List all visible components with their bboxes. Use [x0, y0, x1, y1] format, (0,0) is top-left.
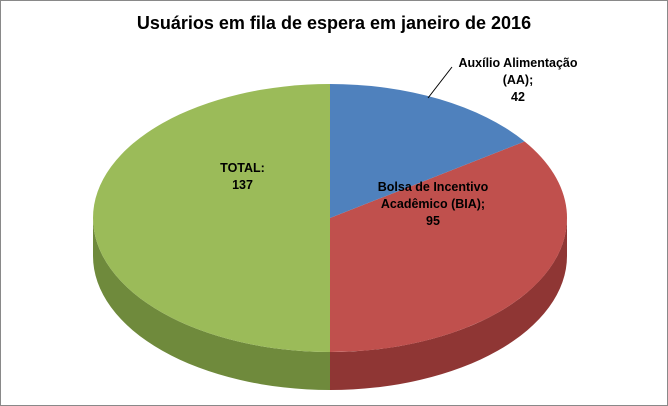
data-label-aa-name: Auxílio Alimentação	[458, 56, 578, 70]
data-label-bia-name-line1: Bolsa de Incentivo	[377, 180, 489, 194]
data-label-total-value: 137	[232, 178, 253, 192]
data-label-aa-abbr: (AA);	[502, 73, 534, 87]
data-label-aa: Auxílio Alimentação (AA); 42	[448, 55, 588, 106]
data-label-total-name: TOTAL:	[220, 161, 265, 175]
leader-line-aa	[427, 66, 453, 99]
data-label-bia-name-line2: Acadêmico (BIA);	[380, 197, 486, 211]
chart-title: Usuários em fila de espera em janeiro de…	[136, 13, 532, 33]
pie-slice-bia-red	[330, 141, 568, 352]
pie-slice-total-green	[93, 84, 330, 352]
data-label-bia: Bolsa de Incentivo Acadêmico (BIA); 95	[364, 179, 502, 230]
data-label-total: TOTAL: 137	[185, 160, 300, 194]
pie-slice-aa-blue	[330, 84, 525, 218]
data-label-aa-value: 42	[511, 90, 525, 104]
data-label-bia-value: 95	[426, 214, 440, 228]
pie-rim-red-side	[330, 218, 567, 390]
pie-rim-green-side	[93, 218, 330, 390]
